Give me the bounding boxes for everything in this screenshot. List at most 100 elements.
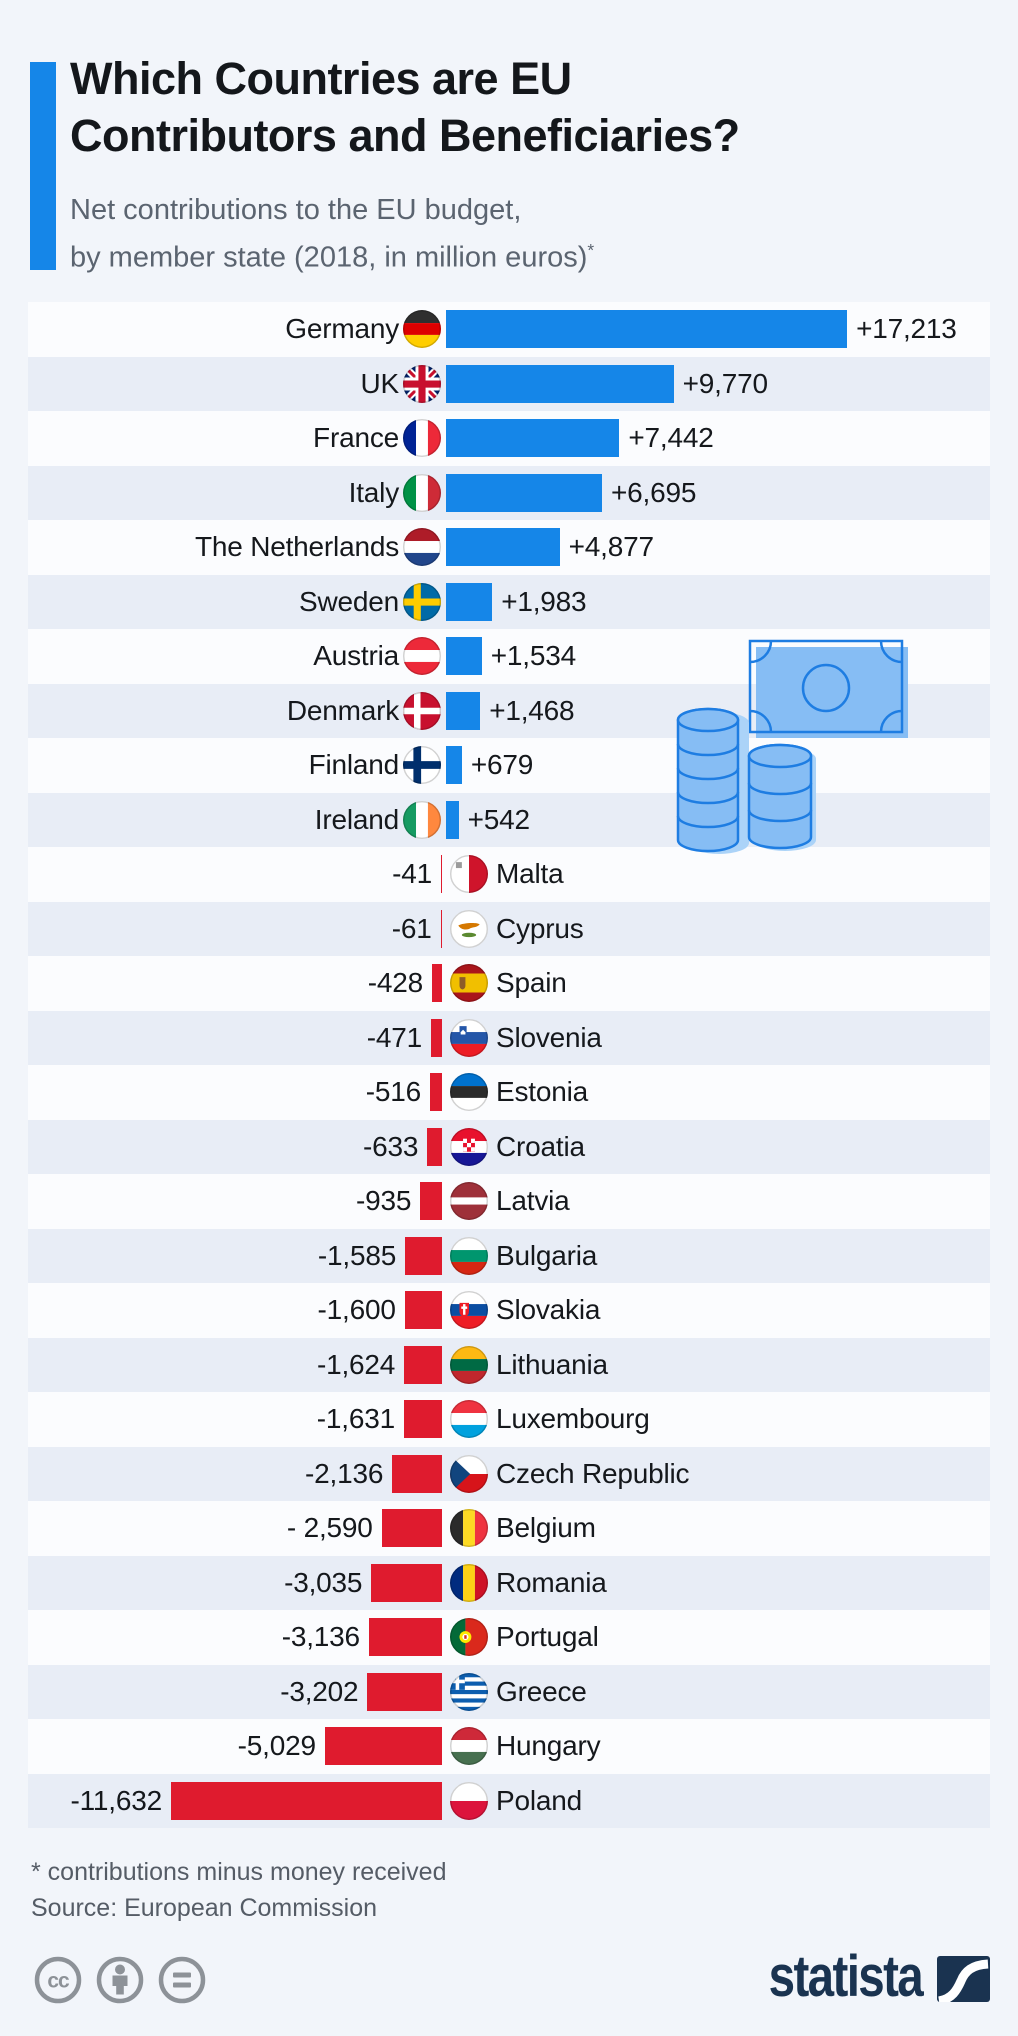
country-label-luxembourg: Luxembourg	[496, 1403, 650, 1434]
country-label-italy: Italy	[348, 476, 400, 508]
value-label-uk: +9,770	[682, 367, 768, 399]
value-bar-estonia	[429, 1073, 442, 1111]
value-bar-denmark	[446, 691, 481, 730]
value-label-romania: -3,035	[284, 1566, 363, 1598]
value-bar-hungary	[324, 1727, 442, 1765]
value-label-hungary: -5,029	[237, 1730, 316, 1761]
value-label-cyprus: -61	[391, 912, 432, 944]
country-label-slovakia: Slovakia	[496, 1294, 601, 1325]
country-label-germany: Germany	[285, 313, 399, 344]
flag-uk-icon	[403, 364, 441, 403]
subtitle-line-1: Net contributions to the EU budget,	[70, 194, 522, 226]
statista-logo-mark	[937, 1956, 990, 2002]
value-bar-the-netherlands	[446, 528, 560, 566]
footnote-line-2: Source: European Commission	[31, 1894, 377, 1922]
value-label-austria: +1,534	[490, 640, 576, 671]
value-bar-finland	[446, 746, 462, 784]
country-label-the-netherlands: The Netherlands	[194, 531, 399, 562]
row-stripe-malta	[28, 847, 990, 902]
row-stripe-latvia	[28, 1174, 990, 1229]
country-label-finland: Finland	[308, 749, 400, 780]
country-label-czech-republic: Czech Republic	[496, 1457, 690, 1489]
flag-germany-icon	[403, 310, 441, 348]
value-bar-ireland	[446, 800, 459, 839]
value-label-sweden: +1,983	[501, 585, 587, 617]
value-label-malta: -41	[392, 858, 432, 889]
value-label-denmark: +1,468	[489, 694, 575, 726]
no-derivatives-icon	[158, 1956, 206, 2004]
flag-belgium-icon	[450, 1509, 488, 1547]
row-stripe-greece	[28, 1664, 990, 1719]
row-stripe-slovenia	[28, 1010, 990, 1065]
country-label-uk: UK	[360, 367, 400, 399]
flag-slovenia-icon	[450, 1018, 488, 1057]
row-stripe-finland	[28, 738, 990, 793]
flag-denmark-icon	[403, 691, 441, 730]
footnote: * contributions minus money received Sou…	[31, 1854, 446, 1926]
flag-bulgaria-icon	[450, 1236, 488, 1275]
country-label-belgium: Belgium	[496, 1512, 596, 1543]
flag-malta-icon	[450, 855, 488, 893]
value-label-greece: -3,202	[280, 1675, 359, 1707]
country-label-lithuania: Lithuania	[496, 1348, 608, 1380]
title-accent-bar	[30, 62, 56, 270]
value-label-ireland: +542	[467, 803, 530, 835]
flag-hungary-icon	[450, 1727, 488, 1765]
flag-luxembourg-icon	[450, 1400, 488, 1438]
country-label-estonia: Estonia	[496, 1076, 588, 1107]
value-label-lithuania: -1,624	[316, 1348, 396, 1380]
flag-portugal-icon	[450, 1618, 488, 1656]
country-label-portugal: Portugal	[496, 1621, 599, 1652]
value-bar-sweden	[446, 582, 493, 621]
country-label-bulgaria: Bulgaria	[496, 1239, 598, 1271]
flag-lithuania-icon	[450, 1345, 488, 1384]
country-label-ireland: Ireland	[314, 803, 399, 835]
value-bar-slovenia	[431, 1018, 442, 1057]
value-label-bulgaria: -1,585	[317, 1239, 397, 1271]
value-label-luxembourg: -1,631	[316, 1403, 395, 1434]
flag-sweden-icon	[403, 582, 441, 621]
footnote-asterisk: *	[587, 240, 595, 260]
value-bar-portugal	[368, 1618, 442, 1656]
country-label-slovenia: Slovenia	[496, 1021, 602, 1053]
row-stripe-spain	[28, 956, 990, 1011]
value-label-belgium: - 2,590	[286, 1512, 373, 1543]
value-label-slovenia: -471	[366, 1021, 423, 1053]
country-label-france: France	[313, 422, 399, 453]
row-stripe-bulgaria	[28, 1228, 990, 1283]
flag-slovakia-icon	[450, 1291, 488, 1329]
country-label-denmark: Denmark	[286, 694, 399, 726]
value-label-portugal: -3,136	[281, 1621, 360, 1652]
row-stripe-luxembourg	[28, 1392, 990, 1447]
country-label-romania: Romania	[496, 1566, 607, 1598]
value-bar-latvia	[420, 1182, 442, 1220]
value-bar-italy	[446, 473, 602, 512]
flag-france-icon	[403, 419, 441, 457]
svg-text:cc: cc	[47, 1970, 70, 1993]
value-bar-uk	[446, 364, 674, 403]
value-bar-france	[446, 419, 620, 457]
country-label-croatia: Croatia	[496, 1130, 585, 1162]
row-stripe-belgium	[28, 1501, 990, 1556]
value-label-czech-republic: -2,136	[305, 1457, 384, 1489]
value-label-finland: +679	[470, 749, 534, 780]
country-label-cyprus: Cyprus	[496, 912, 584, 944]
value-bar-romania	[371, 1563, 442, 1602]
license-icons: cc	[34, 1956, 206, 2004]
value-bar-spain	[432, 964, 442, 1002]
value-label-estonia: -516	[365, 1076, 421, 1107]
flag-croatia-icon	[450, 1127, 488, 1166]
value-label-latvia: -935	[355, 1185, 412, 1216]
flag-greece-icon	[450, 1672, 488, 1711]
row-stripe-sweden	[28, 574, 990, 629]
flag-romania-icon	[450, 1563, 488, 1602]
flag-the-netherlands-icon	[403, 528, 441, 566]
row-stripe-czech-republic	[28, 1446, 990, 1501]
cc-icon: cc	[34, 1956, 82, 2004]
country-label-poland: Poland	[496, 1784, 582, 1816]
value-bar-austria	[446, 637, 482, 675]
country-label-greece: Greece	[496, 1675, 587, 1707]
footnote-line-1: * contributions minus money received	[31, 1858, 447, 1886]
statista-wordmark: statista	[768, 1944, 924, 2009]
